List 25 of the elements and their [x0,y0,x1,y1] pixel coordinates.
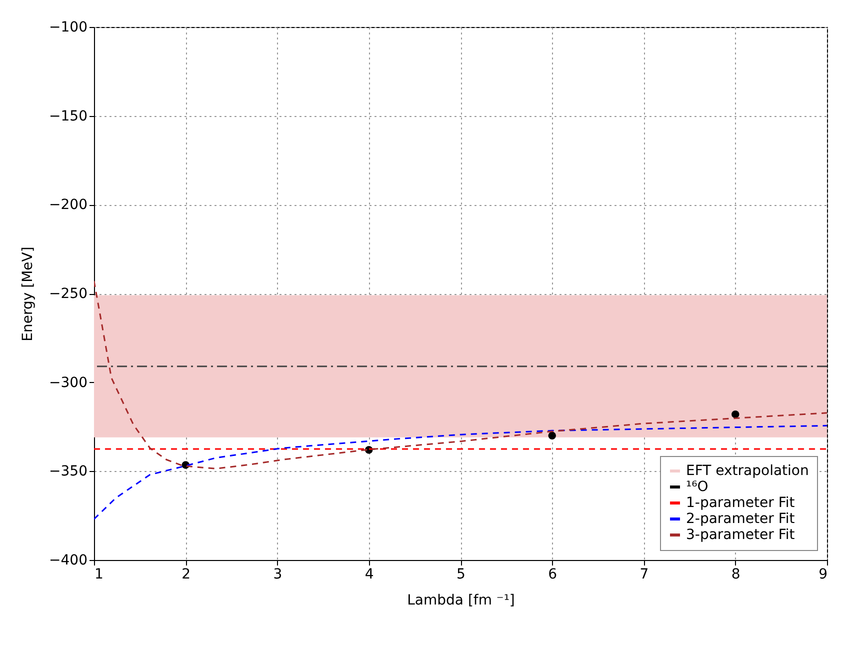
point [732,410,740,418]
legend-label: EFT extrapolation [686,463,809,479]
legend-label: ¹⁶O [686,479,708,495]
legend-label: 3-parameter Fit [686,527,796,543]
legend-label: 1-parameter Fit [686,495,796,511]
legend-label: 2-parameter Fit [686,511,796,527]
y-tick-label: −300 [49,374,88,391]
x-tick-label: 9 [818,566,828,582]
x-tick-label: 5 [456,566,466,582]
y-axis-title: Energy [MeV] [20,246,36,342]
y-tick-label: −200 [49,197,88,214]
y-tick-label: −250 [49,286,88,302]
x-tick-label: 6 [548,566,558,582]
y-tick-label: −150 [49,108,88,124]
y-tick-label: −350 [49,464,88,480]
x-tick-label: 1 [94,566,104,582]
x-axis-title: Lambda [fm ⁻¹] [407,592,515,608]
x-tick-label: 4 [364,566,374,582]
point [548,432,556,440]
y-tick-label: −100 [49,20,88,36]
x-tick-label: 3 [273,566,282,582]
x-tick-label: 7 [640,566,649,582]
x-tick-label: 8 [731,566,740,582]
y-tick-label: −400 [49,552,88,568]
x-tick-label: 2 [182,566,191,582]
